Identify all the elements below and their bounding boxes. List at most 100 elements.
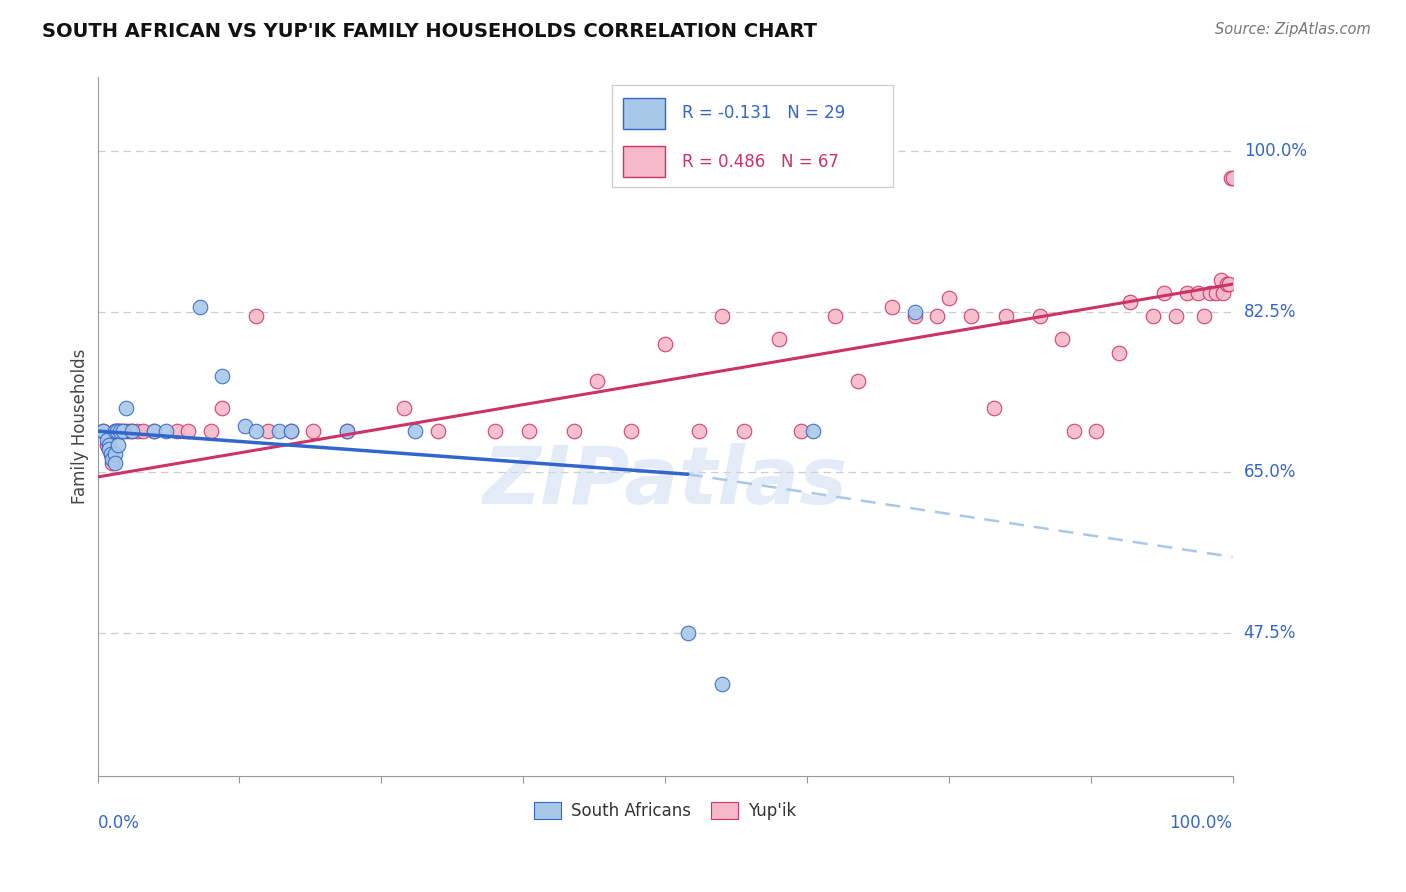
Point <box>880 300 903 314</box>
Point <box>983 401 1005 416</box>
Text: 100.0%: 100.0% <box>1244 142 1306 160</box>
Point <box>256 424 278 438</box>
Point <box>111 424 134 438</box>
Point <box>97 442 120 457</box>
Point <box>676 626 699 640</box>
Point <box>96 434 118 448</box>
Point <box>118 424 141 438</box>
Point <box>994 310 1017 324</box>
Point <box>132 424 155 438</box>
Legend: South Africans, Yup'ik: South Africans, Yup'ik <box>527 795 803 827</box>
Point <box>177 424 200 438</box>
Point <box>121 424 143 438</box>
Point <box>904 304 927 318</box>
Point <box>104 447 127 461</box>
Point <box>280 424 302 438</box>
Point <box>143 424 166 438</box>
Point <box>110 424 132 438</box>
Point <box>1212 286 1234 301</box>
FancyBboxPatch shape <box>623 146 665 177</box>
Point <box>404 424 426 438</box>
Point <box>562 424 585 438</box>
Point <box>1211 272 1233 286</box>
Point <box>688 424 710 438</box>
Text: 100.0%: 100.0% <box>1170 814 1233 832</box>
Point <box>427 424 450 438</box>
Point <box>211 401 233 416</box>
Point <box>121 424 143 438</box>
Point <box>1192 310 1215 324</box>
Point <box>1153 286 1175 301</box>
Point <box>188 300 211 314</box>
Point <box>100 447 122 461</box>
Point <box>904 310 927 324</box>
Point <box>96 438 118 452</box>
Point <box>710 310 733 324</box>
Point <box>790 424 813 438</box>
Point <box>801 424 824 438</box>
Point <box>143 424 166 438</box>
Point <box>1028 310 1050 324</box>
Point <box>110 424 132 438</box>
Point <box>127 424 149 438</box>
Point <box>107 438 129 452</box>
Point <box>1218 277 1240 292</box>
Point <box>1108 346 1130 360</box>
FancyBboxPatch shape <box>623 98 665 128</box>
Text: R = -0.131   N = 29: R = -0.131 N = 29 <box>682 104 845 122</box>
Point <box>960 310 983 324</box>
Point <box>1175 286 1198 301</box>
Point <box>200 424 222 438</box>
Point <box>91 424 114 438</box>
Point <box>104 456 127 470</box>
Point <box>166 424 188 438</box>
Text: Source: ZipAtlas.com: Source: ZipAtlas.com <box>1215 22 1371 37</box>
Point <box>104 424 127 438</box>
Point <box>107 424 129 438</box>
Point <box>1198 286 1220 301</box>
Point <box>620 424 643 438</box>
Point <box>710 676 733 690</box>
Point <box>824 310 846 324</box>
Point <box>517 424 540 438</box>
Point <box>1222 171 1244 186</box>
Point <box>269 424 291 438</box>
Point <box>768 332 790 346</box>
Point <box>115 401 138 416</box>
Text: 82.5%: 82.5% <box>1244 302 1296 320</box>
Point <box>586 374 609 388</box>
Point <box>1119 295 1142 310</box>
Point <box>1142 310 1164 324</box>
Point <box>97 442 120 457</box>
Point <box>101 451 124 466</box>
Point <box>1085 424 1108 438</box>
Point <box>105 424 128 438</box>
Point <box>1220 171 1243 186</box>
Point <box>245 310 267 324</box>
Point <box>336 424 359 438</box>
Text: ZIPatlas: ZIPatlas <box>482 443 848 521</box>
Point <box>97 438 120 452</box>
Point <box>336 424 359 438</box>
Point <box>927 310 949 324</box>
Point <box>100 447 122 461</box>
Text: 47.5%: 47.5% <box>1244 624 1296 642</box>
Text: SOUTH AFRICAN VS YUP'IK FAMILY HOUSEHOLDS CORRELATION CHART: SOUTH AFRICAN VS YUP'IK FAMILY HOUSEHOLD… <box>42 22 817 41</box>
Point <box>233 419 256 434</box>
Point <box>115 424 138 438</box>
Point <box>211 368 233 383</box>
Point <box>101 456 124 470</box>
Point <box>1205 286 1227 301</box>
Point <box>302 424 325 438</box>
Point <box>938 291 960 305</box>
Point <box>392 401 415 416</box>
Point <box>104 424 127 438</box>
Point <box>484 424 506 438</box>
Point <box>1164 310 1187 324</box>
Point <box>245 424 267 438</box>
Text: R = 0.486   N = 67: R = 0.486 N = 67 <box>682 153 839 170</box>
Point <box>155 424 177 438</box>
Point <box>1052 332 1074 346</box>
Point <box>846 374 869 388</box>
Text: 65.0%: 65.0% <box>1244 464 1296 482</box>
